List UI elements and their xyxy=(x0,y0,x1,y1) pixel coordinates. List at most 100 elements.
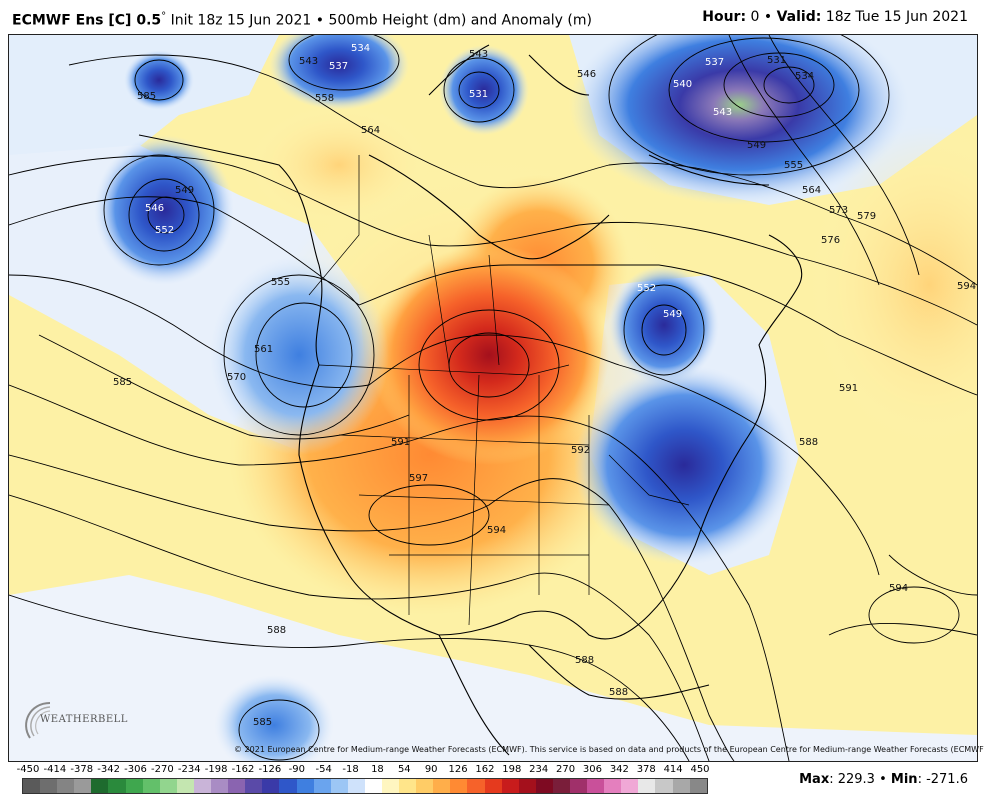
colorbar-swatch xyxy=(262,779,280,793)
logo-text: WEATHERBELL xyxy=(40,714,128,725)
pacific-nw-trough xyxy=(209,255,389,455)
contour-label: 534 xyxy=(795,71,814,82)
contour-label: 534 xyxy=(351,43,370,54)
colorbar-swatch xyxy=(142,779,160,793)
state-borders xyxy=(308,155,690,626)
colorbar-swatch xyxy=(672,779,690,793)
contour-labels: 543 537 534 543 558 531 546 540 537 531 … xyxy=(113,43,976,728)
contour-label: 543 xyxy=(713,107,732,118)
colorbar-swatch xyxy=(450,779,468,793)
contour-label: 570 xyxy=(227,372,246,383)
hour-label: Hour: xyxy=(702,9,747,25)
colorbar-swatch xyxy=(211,779,229,793)
colorbar-swatch xyxy=(313,779,331,793)
contour-label: 588 xyxy=(267,625,286,636)
colorbar-swatch xyxy=(279,779,297,793)
colorbar-swatch xyxy=(347,779,365,793)
colorbar-swatch xyxy=(176,779,194,793)
contour-label: 564 xyxy=(802,185,821,196)
contour-label: 588 xyxy=(575,655,594,666)
contour-label: 555 xyxy=(784,160,803,171)
contour-label: 531 xyxy=(767,55,786,66)
colorbar-label: 450 xyxy=(690,764,710,775)
colorbar-swatch xyxy=(159,779,177,793)
contour-label: 555 xyxy=(271,277,290,288)
min-value: -271.6 xyxy=(926,772,968,787)
colorbar-swatch xyxy=(484,779,502,793)
aleutian-low-north xyxy=(124,50,194,110)
colorbar-label: 54 xyxy=(397,764,411,775)
max-label: Max xyxy=(799,772,830,787)
height-contours xyxy=(9,35,977,761)
valid-time: Hour: 0 • Valid: 18z Tue 15 Jun 2021 xyxy=(702,0,968,34)
colorbar-label: -378 xyxy=(70,764,94,775)
colorbar-label: 342 xyxy=(609,764,629,775)
contour-label: 592 xyxy=(571,445,590,456)
colorbar-swatch xyxy=(125,779,143,793)
contour-label: 561 xyxy=(254,344,273,355)
warm-anomaly-atlantic xyxy=(809,125,977,445)
colorbar-labels: -450 -414 -378 -342 -306 -270 -234 -198 -162 -126… xyxy=(8,762,728,776)
contour-label: 588 xyxy=(609,687,628,698)
contour-label: 585 xyxy=(253,717,272,728)
colorbar-swatch xyxy=(330,779,348,793)
colorbar-label: -270 xyxy=(151,764,174,775)
colorbar-swatch xyxy=(193,779,212,793)
stats-bullet: • xyxy=(879,772,887,787)
contour-label: 540 xyxy=(673,79,692,90)
contour-label: 573 xyxy=(829,205,848,216)
product-name: 500mb Height (dm) and Anomaly (m) xyxy=(328,12,592,29)
colorbar-swatch xyxy=(74,779,92,793)
coastlines xyxy=(138,44,803,756)
contour-label: 546 xyxy=(577,69,596,80)
colorbar-swatches xyxy=(22,778,708,794)
contour-label: 546 xyxy=(145,203,164,214)
init-time: Init 18z 15 Jun 2021 xyxy=(170,12,312,29)
colorbar-label: 162 xyxy=(475,764,495,775)
colorbar-swatch xyxy=(296,779,314,793)
map-svg: 543 537 534 543 558 531 546 540 537 531 … xyxy=(9,35,977,761)
colorbar-label: -162 xyxy=(231,764,255,775)
contour-label: 585 xyxy=(137,91,156,102)
colorbar-label: -90 xyxy=(288,764,305,775)
contour-label: 558 xyxy=(315,93,334,104)
colorbar-swatch xyxy=(552,779,570,793)
contour-label: 549 xyxy=(747,140,766,151)
contour-label: 537 xyxy=(705,57,724,68)
map-title: ECMWF Ens [C] 0.5° Init 18z 15 Jun 2021 … xyxy=(12,0,592,38)
eastern-trough xyxy=(574,365,794,565)
contour-label: 537 xyxy=(329,61,348,72)
colorbar-label: -54 xyxy=(315,764,332,775)
colorbar-label: -450 xyxy=(16,764,40,775)
max-value: 229.3 xyxy=(837,772,875,787)
copyright-notice: © 2021 European Centre for Medium-range … xyxy=(234,745,984,754)
colorbar-swatch xyxy=(604,779,622,793)
hour-value: 0 xyxy=(750,9,760,25)
max-min-readout: Max: 229.3 • Min: -271.6 xyxy=(799,772,968,787)
colorbar-label: 234 xyxy=(529,764,549,775)
colorbar-swatch xyxy=(587,779,605,793)
colorbar-label: 18 xyxy=(371,764,384,775)
valid-value: 18z Tue 15 Jun 2021 xyxy=(825,9,968,25)
colorbar-swatch xyxy=(381,779,400,793)
colorbar-swatch xyxy=(655,779,673,793)
colorbar-swatch xyxy=(399,779,417,793)
colorbar-label: -414 xyxy=(43,764,67,775)
map-header: ECMWF Ens [C] 0.5° Init 18z 15 Jun 2021 … xyxy=(0,0,984,34)
arctic-low-central xyxy=(439,45,529,135)
colorbar-label: -198 xyxy=(204,764,228,775)
contour-label: 594 xyxy=(487,525,506,536)
contour-label: 552 xyxy=(155,225,174,236)
ridge-core xyxy=(369,245,609,465)
warm-anomaly-alaska xyxy=(249,105,429,225)
weatherbell-logo: WEATHERBELL xyxy=(20,698,127,748)
colorbar-label: 306 xyxy=(582,764,603,775)
colorbar-swatch xyxy=(689,779,707,793)
title-bullet: • xyxy=(315,12,324,29)
colorbar-swatch xyxy=(40,779,58,793)
forecast-map: 543 537 534 543 558 531 546 540 537 531 … xyxy=(8,34,978,762)
colorbar-label: 414 xyxy=(663,764,683,775)
logo-swirl-icon xyxy=(25,702,51,739)
colorbar-label: 270 xyxy=(556,764,576,775)
contour-label: 543 xyxy=(299,56,318,67)
